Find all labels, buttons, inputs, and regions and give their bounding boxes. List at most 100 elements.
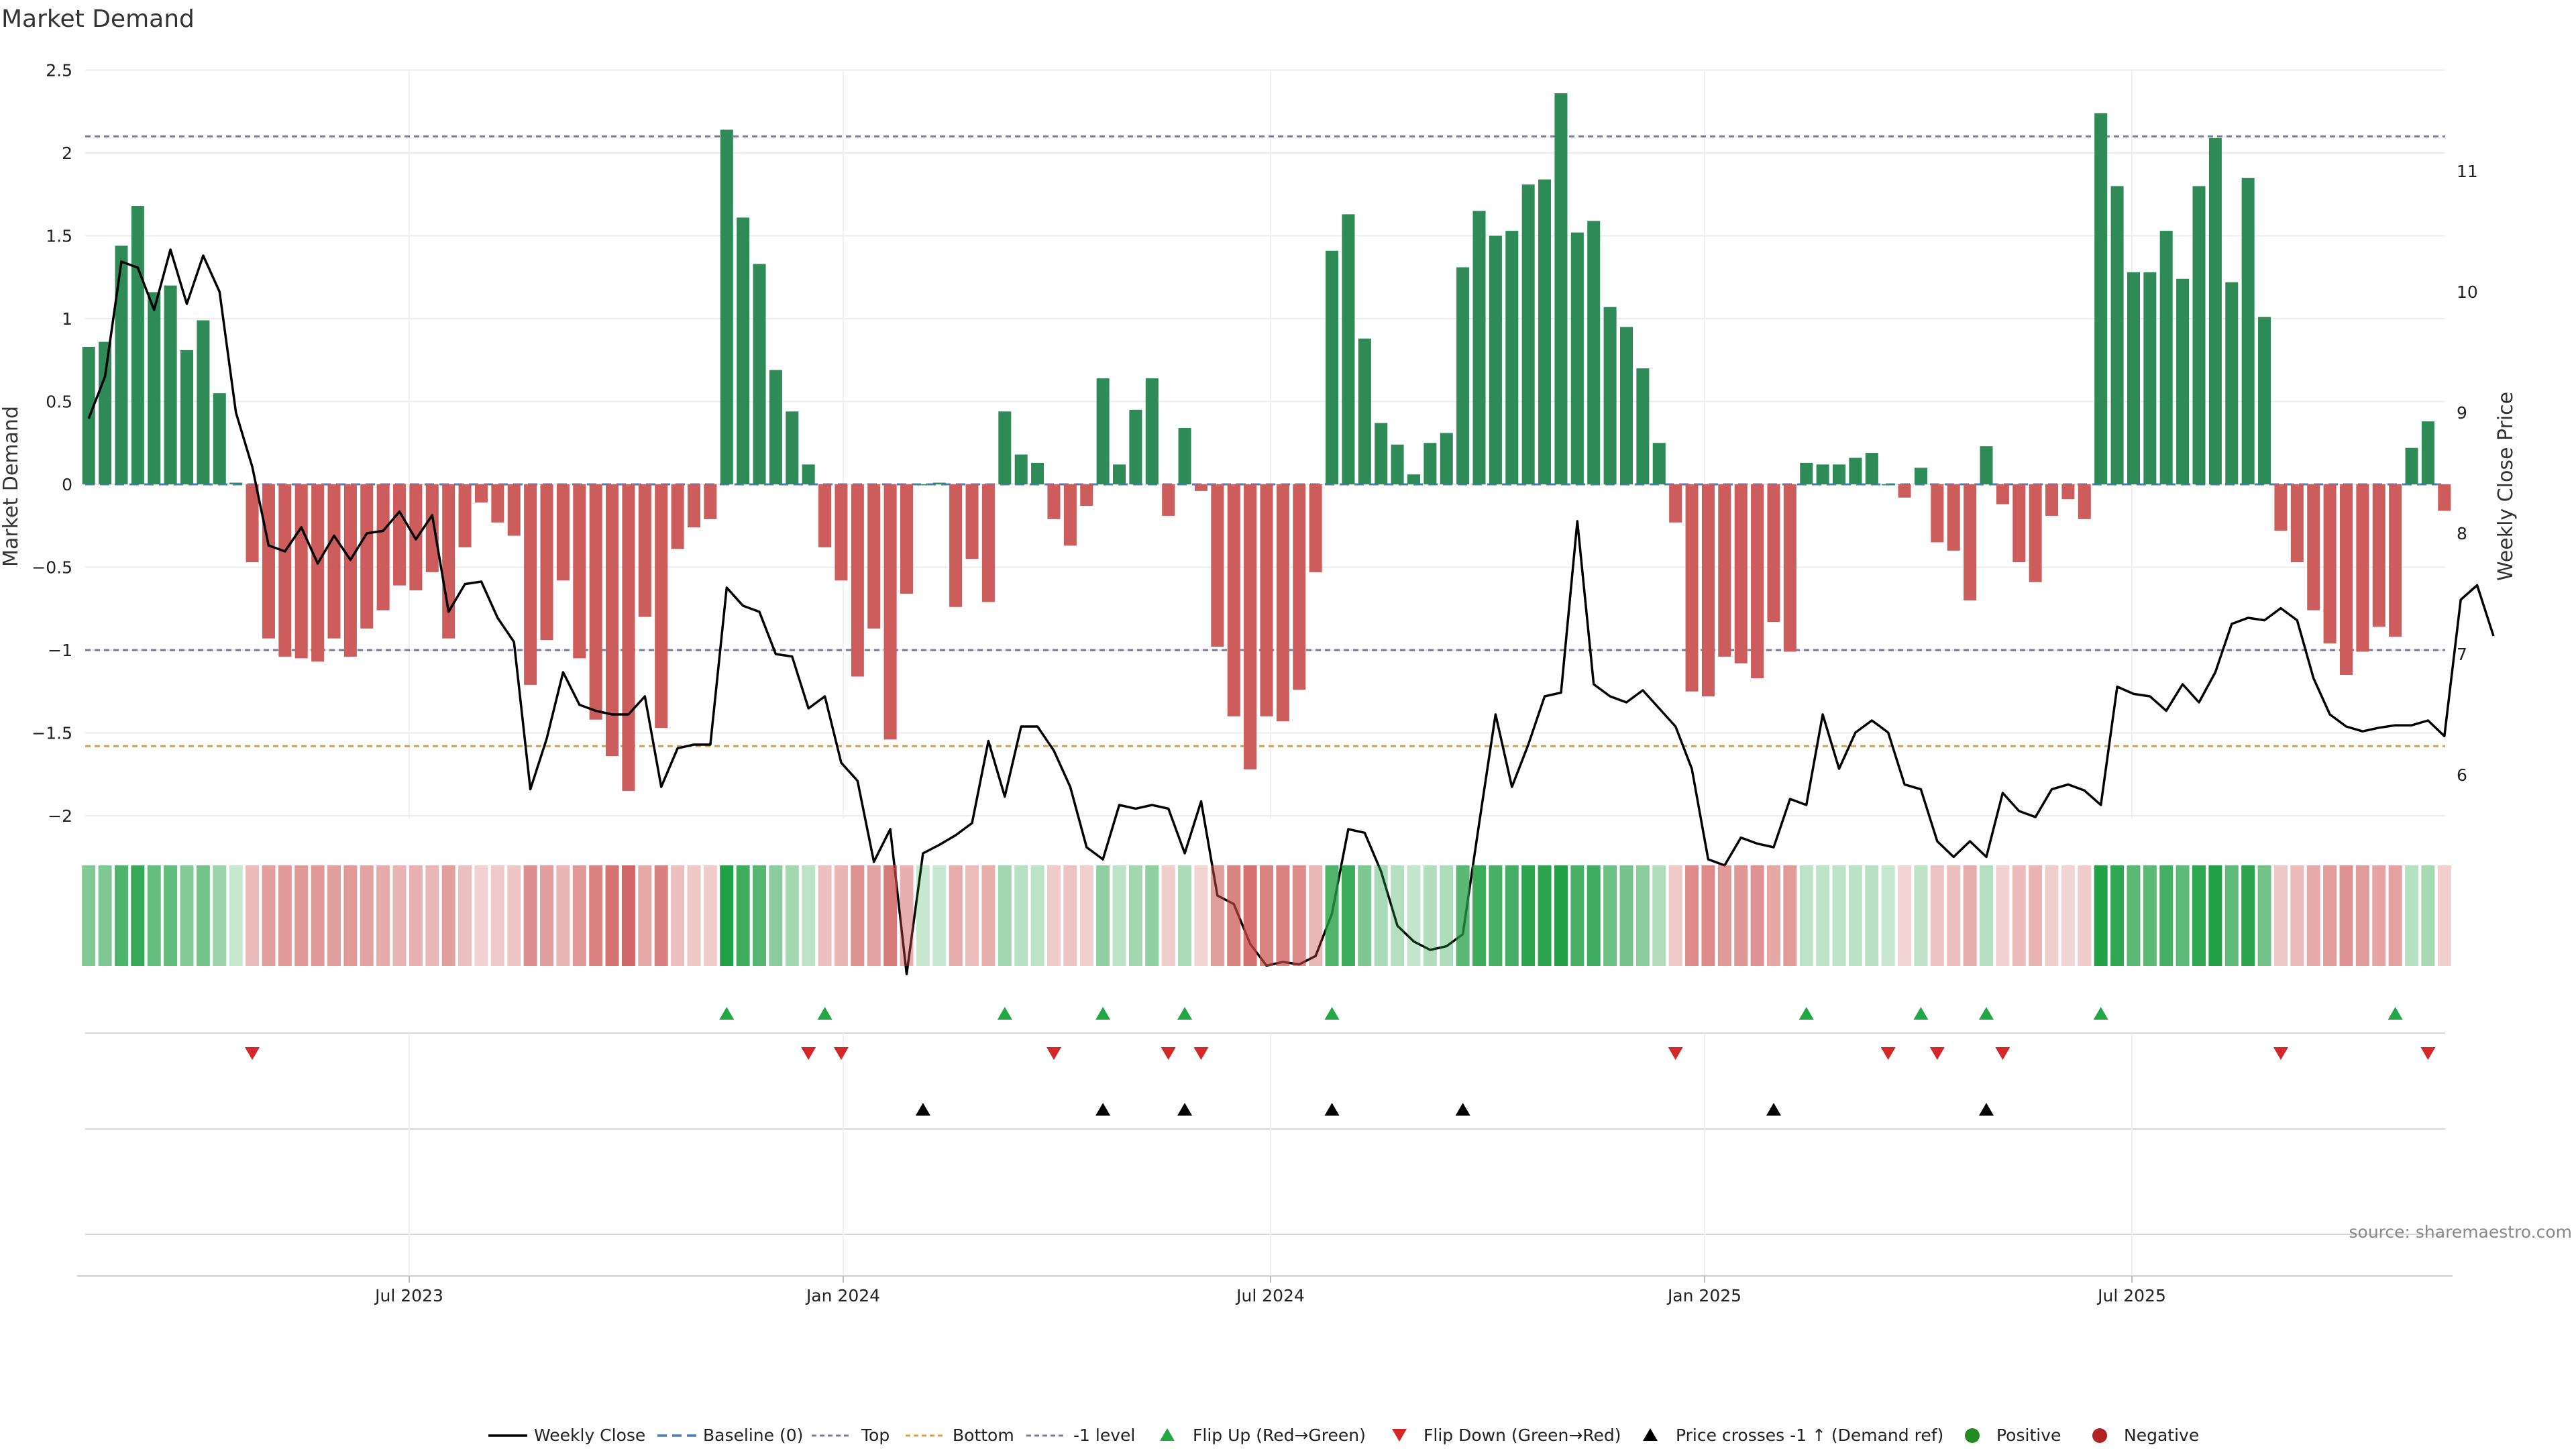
- heat-cell: [311, 865, 325, 966]
- heat-cell: [1750, 865, 1764, 966]
- demand-bar: [1538, 179, 1552, 484]
- demand-bar: [1882, 484, 1895, 486]
- heat-cell: [621, 865, 635, 966]
- heat-cell: [703, 865, 717, 966]
- heat-cell: [2045, 865, 2059, 966]
- demand-bar: [2192, 186, 2206, 484]
- heat-cell: [981, 865, 996, 966]
- demand-bar: [99, 341, 112, 484]
- flip-down-marker: [245, 1047, 260, 1060]
- demand-bar: [2307, 484, 2320, 610]
- legend-swatch-price-cross: [1643, 1428, 1658, 1441]
- heat-cell: [1358, 865, 1372, 966]
- demand-bar: [164, 285, 177, 484]
- heat-cell: [278, 865, 292, 966]
- y-tick-label: 0.5: [46, 392, 72, 412]
- heat-cell: [2355, 865, 2369, 966]
- demand-bar: [687, 484, 700, 528]
- heat-cell: [523, 865, 537, 966]
- heat-cell: [425, 865, 439, 966]
- demand-bar: [115, 246, 128, 484]
- heat-cell: [2290, 865, 2304, 966]
- heat-cell: [2306, 865, 2320, 966]
- demand-bar: [1293, 484, 1306, 690]
- demand-bar: [1260, 484, 1273, 716]
- heat-cell: [2143, 865, 2157, 966]
- demand-bar: [1194, 484, 1208, 491]
- demand-bar: [655, 484, 668, 729]
- heat-cell: [1341, 865, 1355, 966]
- heat-cell: [1112, 865, 1126, 966]
- demand-bar: [1783, 484, 1796, 652]
- heat-cell: [2029, 865, 2043, 966]
- heat-cell: [1865, 865, 1879, 966]
- demand-bar: [1751, 484, 1764, 678]
- legend-label: Bottom: [953, 1426, 1014, 1445]
- heat-cell: [1161, 865, 1175, 966]
- heat-cell: [1914, 865, 1928, 966]
- y2-tick-label: 7: [2457, 645, 2467, 664]
- demand-bar: [2143, 272, 2157, 484]
- heat-cell: [1898, 865, 1912, 966]
- heat-cell: [1538, 865, 1552, 966]
- demand-bar: [458, 484, 472, 547]
- legend-label: Positive: [1996, 1426, 2061, 1445]
- weekly-close-line: [87, 248, 2495, 975]
- demand-bar: [1424, 443, 1437, 484]
- heat-cell: [1145, 865, 1159, 966]
- heat-cell: [1701, 865, 1715, 966]
- demand-bar: [540, 484, 553, 641]
- price-cross-marker: [1177, 1103, 1193, 1116]
- heat-cell: [2110, 865, 2125, 966]
- demand-bar: [1358, 338, 1371, 484]
- demand-bar: [1816, 464, 1829, 484]
- heat-cell: [1816, 865, 1830, 966]
- demand-bar: [2323, 484, 2337, 644]
- demand-bar: [327, 484, 341, 639]
- heat-cell: [1799, 865, 1813, 966]
- heat-cell: [229, 865, 243, 966]
- demand-bar: [2078, 484, 2091, 519]
- heat-cell: [2372, 865, 2386, 966]
- price-cross-marker: [1978, 1103, 1994, 1116]
- heat-cell: [82, 865, 96, 966]
- heat-cell: [802, 865, 816, 966]
- heat-cell: [883, 865, 898, 966]
- demand-bar: [1669, 484, 1682, 523]
- heat-cell: [376, 865, 390, 966]
- heat-cell: [1292, 865, 1306, 966]
- flip-up-marker: [997, 1007, 1012, 1020]
- heat-cell: [998, 865, 1012, 966]
- demand-bar: [769, 370, 782, 484]
- demand-bars: [82, 93, 2451, 791]
- demand-bar: [1145, 378, 1159, 484]
- demand-bar: [883, 484, 897, 740]
- demand-bar: [1162, 484, 1175, 516]
- heat-cell: [572, 865, 586, 966]
- demand-bar: [1964, 484, 1977, 600]
- heat-cell: [2421, 865, 2435, 966]
- heat-cell: [1456, 865, 1470, 966]
- source-note: source: sharemaestro.com: [2349, 1222, 2573, 1242]
- heat-cell: [1979, 865, 1993, 966]
- demand-bar: [1178, 428, 1191, 484]
- demand-bar: [1833, 464, 1846, 484]
- heat-cell: [851, 865, 865, 966]
- heat-cell: [1848, 865, 1862, 966]
- heat-cell: [1554, 865, 1568, 966]
- heat-cell: [2192, 865, 2206, 966]
- demand-bar: [1767, 484, 1780, 623]
- demand-bar: [2372, 484, 2385, 627]
- demand-bar: [197, 320, 210, 484]
- y2-tick-label: 9: [2457, 403, 2467, 423]
- heat-cell: [196, 865, 210, 966]
- demand-bar: [2159, 231, 2173, 484]
- demand-bar: [1652, 443, 1666, 484]
- demand-bar: [442, 484, 455, 639]
- heat-cell: [1996, 865, 2010, 966]
- demand-bar: [1342, 214, 1355, 484]
- demand-bar: [1227, 484, 1240, 716]
- flip-up-marker: [1324, 1007, 1340, 1020]
- demand-bar: [1734, 484, 1748, 663]
